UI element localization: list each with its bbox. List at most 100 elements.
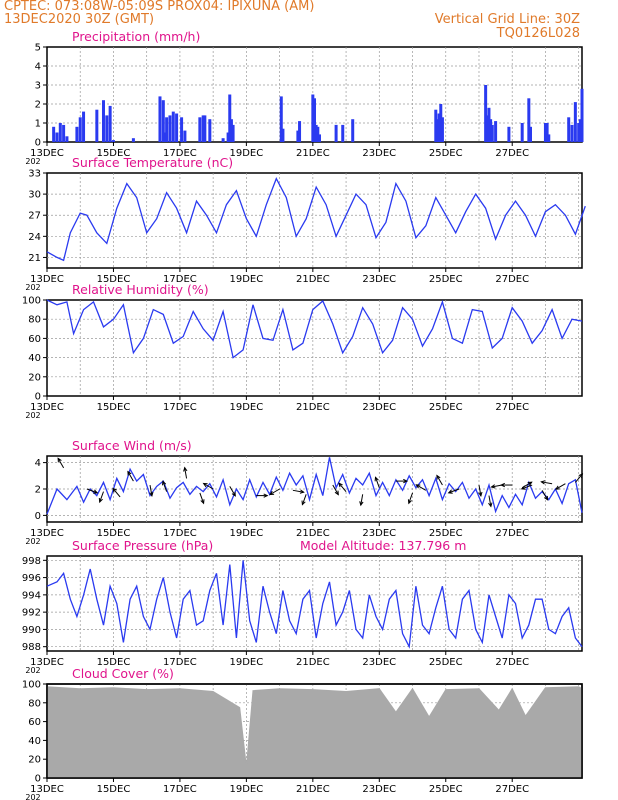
wind-arrow — [162, 481, 168, 492]
y-tick-label: 40 — [28, 736, 41, 747]
precip-bar — [577, 123, 581, 142]
precip-bar — [65, 136, 69, 142]
x-year-label: 202 — [25, 411, 40, 420]
y-tick-label: 994 — [22, 590, 41, 601]
precip-bar — [175, 113, 179, 142]
x-tick-label: 17DEC — [163, 528, 197, 539]
wind-arrow — [360, 494, 364, 506]
precip-bar — [489, 119, 493, 142]
wind-arrow-head — [407, 499, 412, 505]
y-tick-label: 20 — [28, 372, 41, 383]
x-tick-label: 13DEC — [30, 402, 64, 413]
x-tick-label: 23DEC — [362, 784, 396, 795]
x-tick-label: 27DEC — [495, 528, 529, 539]
wind-arrow-head — [436, 474, 441, 480]
vertical-grid-note: Vertical Grid Line: 30Z — [434, 12, 580, 27]
precip-bar — [545, 123, 549, 142]
precip-bar — [573, 102, 577, 142]
plot-frame — [46, 555, 583, 652]
wind-arrow-head — [338, 482, 343, 488]
x-tick-label: 15DEC — [97, 784, 131, 795]
panel-title: Surface Pressure (hPa) — [72, 538, 213, 553]
precip-bar — [437, 113, 441, 142]
y-tick-label: 2 — [35, 485, 41, 496]
precip-bar — [507, 126, 511, 142]
x-tick-label: 23DEC — [362, 148, 396, 159]
precip-bar — [95, 109, 99, 142]
y-tick-label: 5 — [35, 43, 41, 54]
model-id: TQ0126L028 — [496, 26, 580, 41]
wind-arrow — [203, 483, 214, 490]
x-tick-label: 19DEC — [230, 784, 264, 795]
precip-bar — [180, 117, 184, 142]
wind-arrow-head — [520, 485, 526, 490]
precip-bar — [111, 140, 115, 142]
wind-arrow — [375, 477, 380, 488]
precip-bar — [520, 123, 524, 142]
precip-bar — [439, 104, 443, 142]
wind-arrow-head — [149, 491, 154, 498]
wind-arrow-head — [447, 489, 453, 494]
precip-bar — [82, 111, 86, 142]
x-year-label: 202 — [25, 283, 40, 292]
x-year-label: 202 — [25, 157, 40, 166]
precip-bar — [298, 121, 302, 142]
wind-arrow-head — [127, 470, 132, 476]
wind-arrow — [541, 490, 549, 501]
precip-bar — [208, 119, 212, 142]
y-tick-label: 100 — [22, 296, 41, 307]
wind-arrow-head — [162, 480, 167, 486]
wind-arrow-head — [540, 480, 546, 485]
series-line — [46, 299, 583, 359]
precip-bar — [487, 107, 491, 142]
precip-bar — [165, 117, 169, 142]
x-tick-label: 27DEC — [495, 274, 529, 285]
precip-bar — [131, 138, 135, 142]
precip-bar — [105, 115, 109, 142]
cloud-cover-area — [46, 686, 583, 779]
x-tick-label: 19DEC — [230, 657, 264, 668]
y-tick-label: 60 — [28, 717, 41, 728]
y-tick-label: 988 — [22, 642, 41, 653]
precip-bar — [281, 128, 285, 142]
y-tick-label: 20 — [28, 755, 41, 766]
wind-arrow — [199, 492, 205, 504]
y-tick-label: 60 — [28, 334, 41, 345]
wind-arrow — [99, 491, 104, 503]
x-tick-label: 25DEC — [429, 148, 463, 159]
x-tick-label: 15DEC — [97, 402, 131, 413]
wind-arrow-head — [544, 495, 549, 501]
x-tick-label: 21DEC — [296, 402, 330, 413]
precip-bar — [168, 115, 172, 142]
x-tick-label: 25DEC — [429, 274, 463, 285]
x-tick-label: 21DEC — [296, 657, 330, 668]
precip-bar — [101, 100, 105, 142]
precip-bar — [567, 117, 571, 142]
precip-bar — [226, 132, 230, 142]
y-tick-label: 27 — [28, 211, 41, 222]
x-tick-label: 13DEC — [30, 528, 64, 539]
x-tick-label: 15DEC — [97, 657, 131, 668]
wind-arrow — [521, 484, 533, 490]
x-tick-label: 23DEC — [362, 402, 396, 413]
y-tick-label: 24 — [28, 232, 41, 243]
x-tick-label: 13DEC — [30, 657, 64, 668]
precip-bar — [228, 94, 232, 142]
plot-frame — [46, 683, 583, 779]
wind-arrow-head — [263, 493, 269, 498]
x-tick-label: 23DEC — [362, 274, 396, 285]
panel-title: Relative Humidity (%) — [72, 282, 209, 297]
wind-arrow-head — [334, 490, 339, 496]
precip-bar — [351, 119, 355, 142]
precip-bar — [334, 124, 338, 142]
x-tick-label: 23DEC — [362, 657, 396, 668]
x-tick-label: 15DEC — [97, 528, 131, 539]
x-tick-label: 25DEC — [429, 528, 463, 539]
chart-header: CPTEC: 073:08W-05:09S PROX04: IPIXUNA (A… — [0, 0, 618, 46]
wind-arrow-head — [415, 484, 421, 489]
precip-bar — [58, 123, 62, 142]
precip-bar — [183, 130, 187, 142]
wind-arrow-head — [403, 478, 409, 484]
wind-arrow — [478, 484, 482, 496]
